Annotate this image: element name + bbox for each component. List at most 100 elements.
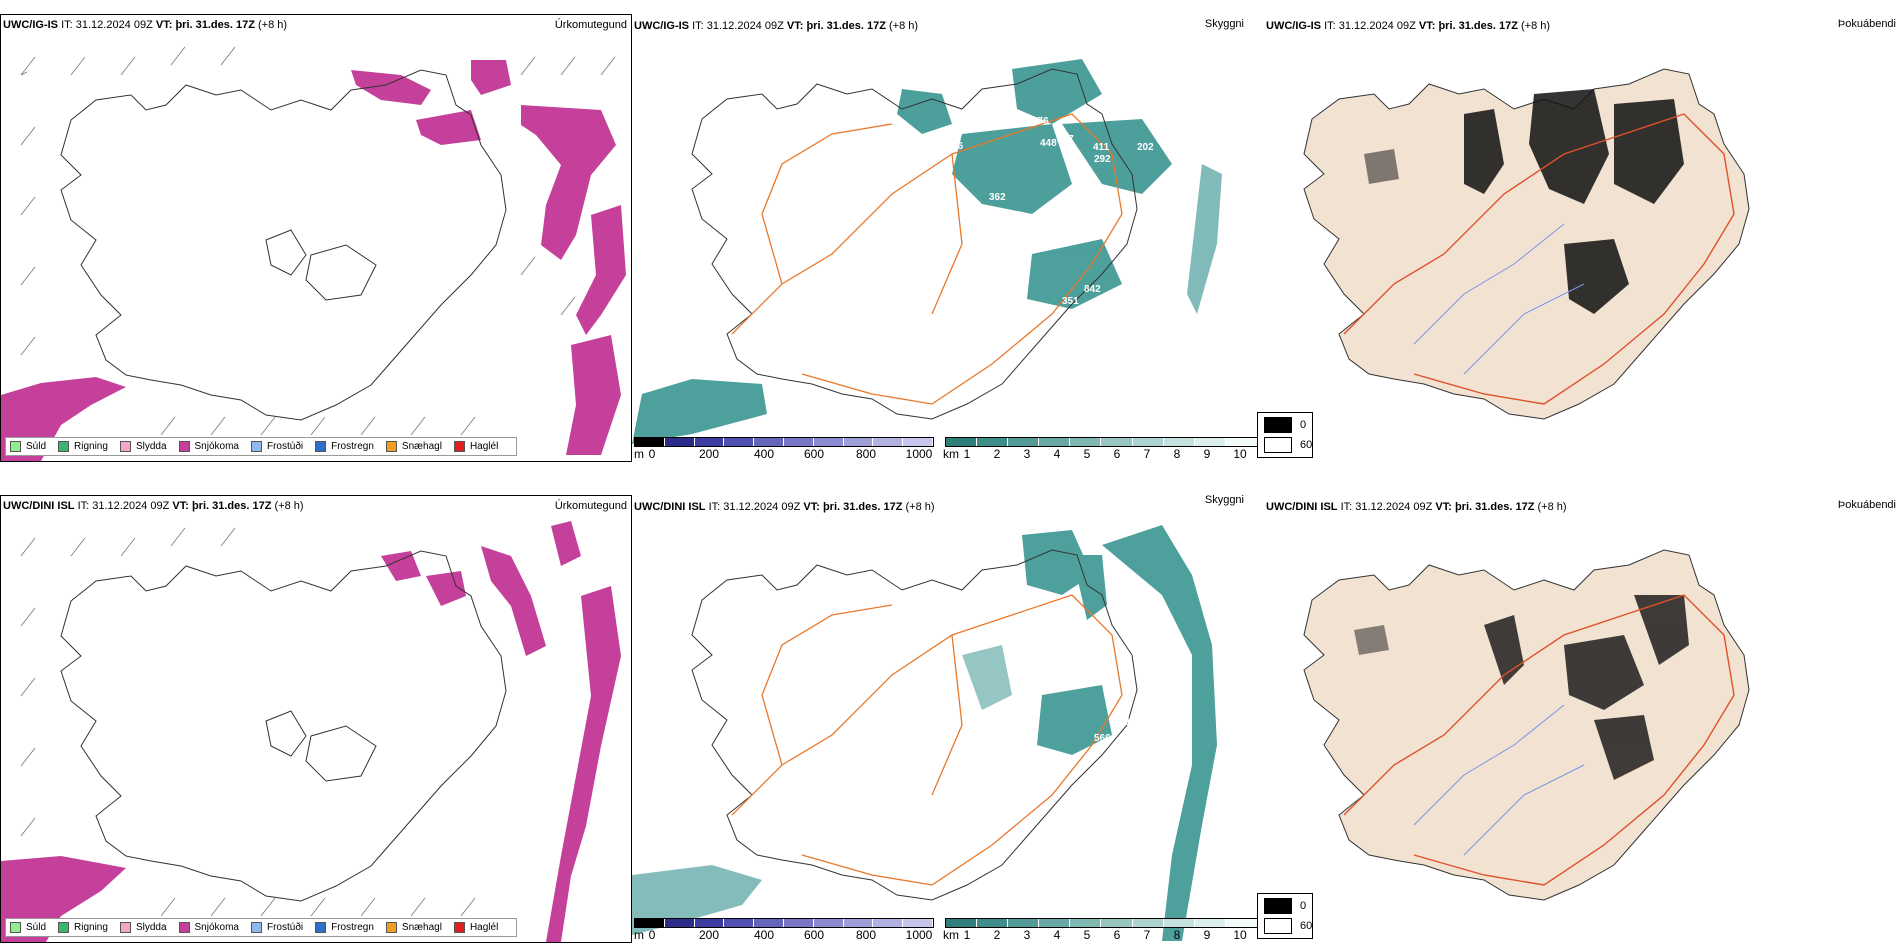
it-label: IT: [61, 19, 73, 31]
legend-item: Rigning [58, 441, 108, 452]
panel-title: Skyggni [1204, 18, 1244, 30]
iceland-outline [691, 549, 1138, 901]
colorbar-tick: 800 [855, 447, 877, 461]
roads [731, 594, 1123, 886]
vis-label: 470 [1116, 262, 1133, 273]
visibility-labels: 46 476 448 237 411 292 202 391 362 470 8… [952, 116, 1194, 307]
visibility-map-row2: 463 479 371 566 [632, 525, 1217, 941]
vt-label: VT: [155, 19, 173, 31]
vis-label: 476 [1032, 116, 1049, 127]
precip-type-panel-row2: UWC/DINI ISL IT: 31.12.2024 09Z VT: þri.… [0, 495, 632, 943]
vis-label: 371 [1114, 717, 1131, 728]
precip-type-panel-row1: UWC/IG-IS IT: 31.12.2024 09Z VT: þri. 31… [0, 14, 632, 462]
precip-legend: Súld Rigning Slydda Snjókoma Frostúði Fr… [5, 918, 518, 937]
low-visibility-area [632, 59, 1222, 444]
height-colorbar: m 0 200 400 600 800 1000 [634, 918, 934, 942]
colorbar-tick: 2 [993, 447, 1001, 461]
iceland-outline [691, 68, 1138, 420]
panel-title: Þokuábendi [1837, 499, 1896, 511]
vis-label: 391 [1177, 156, 1194, 167]
wind-barbs [20, 46, 616, 436]
vis-label: 202 [1137, 142, 1154, 153]
colorbar-tick: 7 [1143, 447, 1151, 461]
header-row2: UWC/DINI ISL IT: 31.12.2024 09Z VT: þri.… [3, 500, 304, 512]
legend-item: Frostúði [250, 441, 303, 452]
visibility-colorbar: km 1 2 3 4 5 6 7 8 9 10 [943, 918, 1258, 942]
fog-map-row2 [1303, 549, 1750, 901]
colorbar-tick: 1 [963, 447, 971, 461]
colorbar-tick: 200 [698, 447, 720, 461]
colorbar-tick: 400 [753, 447, 775, 461]
colorbar-tick: 3 [1023, 447, 1031, 461]
vis-label: 842 [1084, 284, 1101, 295]
colorbar-tick: 1000 [905, 447, 933, 461]
iceland-outline [60, 550, 507, 902]
header-row1-fog: UWC/IG-IS IT: 31.12.2024 09Z VT: þri. 31… [1266, 20, 1551, 32]
vis-label: 362 [989, 192, 1006, 203]
fog-areas [1354, 595, 1689, 780]
fog-panel-row2: Þokuábendi 0 60 [1257, 495, 1900, 943]
it-value: 31.12.2024 09Z [75, 19, 153, 31]
rivers [1413, 223, 1585, 375]
roads [1343, 113, 1735, 405]
colorbar-tick: 0 [648, 447, 656, 461]
iceland-land [1303, 549, 1750, 901]
visibility-map-row1: 46 476 448 237 411 292 202 391 362 470 8… [632, 59, 1222, 444]
height-colorbar: m 0 200 400 600 800 1000 [634, 437, 934, 461]
fog-map-row1 [1303, 68, 1750, 420]
legend-item: Frostregn [315, 441, 374, 452]
vis-label: 463 [1057, 605, 1074, 616]
panel-title: Úrkomutegund [554, 19, 627, 31]
lead-time: (+8 h) [258, 19, 288, 31]
visibility-panel-row2: 463 479 371 566 Skyggni m 0 200 400 600 … [632, 494, 1264, 943]
precip-map-row1 [1, 46, 626, 461]
colorbar-tick: 10 [1233, 447, 1247, 461]
legend-item: Snjókoma [178, 441, 239, 452]
visibility-panel-row1: 46 476 448 237 411 292 202 391 362 470 8… [632, 14, 1264, 462]
model-name: UWC/IG-IS [3, 19, 58, 31]
iceland-land [1303, 68, 1750, 420]
legend-item: Slydda [119, 441, 167, 452]
panel-title: Þokuábendi [1837, 18, 1896, 30]
header-row1-vis: UWC/IG-IS IT: 31.12.2024 09Z VT: þri. 31… [634, 20, 919, 32]
colorbar-tick: 6 [1113, 447, 1121, 461]
colorbar-unit: m [634, 447, 644, 461]
vis-label: 566 [1094, 733, 1111, 744]
fog-panel-row1: Þokuábendi 0 60 [1257, 14, 1900, 462]
visibility-colorbar: km 1 2 3 4 5 6 7 8 9 10 [943, 437, 1258, 461]
header-row2-vis: UWC/DINI ISL IT: 31.12.2024 09Z VT: þri.… [634, 501, 935, 513]
fog-legend: 0 60 [1257, 893, 1313, 939]
vis-label: 411 [1093, 142, 1110, 153]
panel-title: Úrkomutegund [554, 500, 627, 512]
fog-legend: 0 60 [1257, 412, 1313, 458]
vt-value: þri. 31.des. 17Z [175, 19, 255, 31]
visibility-labels: 463 479 371 566 [1057, 605, 1157, 744]
legend-item: Súld [10, 441, 46, 452]
header-row1: UWC/IG-IS IT: 31.12.2024 09Z VT: þri. 31… [3, 19, 287, 31]
legend-item: Haglél [453, 441, 498, 452]
colorbar-tick: 5 [1083, 447, 1091, 461]
colorbar-unit: km [943, 447, 959, 461]
vis-label: 479 [1140, 615, 1157, 626]
snow-area [1, 60, 626, 461]
vis-label: 237 [1057, 134, 1074, 145]
iceland-outline [60, 69, 507, 421]
panel-title: Skyggni [1204, 494, 1244, 506]
wind-barbs [20, 527, 476, 917]
low-visibility-area [632, 525, 1217, 941]
vis-label: 351 [1062, 296, 1079, 307]
colorbar-tick: 600 [803, 447, 825, 461]
colorbar-tick: 9 [1203, 447, 1211, 461]
precip-legend: Súld Rigning Slydda Snjókoma Frostúði Fr… [5, 437, 518, 456]
precip-map-row2 [1, 521, 621, 942]
fog-areas [1364, 89, 1684, 314]
legend-item: Snæhagl [385, 441, 442, 452]
colorbar-tick: 8 [1173, 447, 1181, 461]
rivers [1413, 704, 1585, 856]
vis-label: 46 [952, 141, 964, 152]
roads [731, 113, 1123, 405]
roads [1343, 594, 1735, 886]
vis-label: 448 [1040, 138, 1057, 149]
header-row2-fog: UWC/DINI ISL IT: 31.12.2024 09Z VT: þri.… [1266, 501, 1567, 513]
vis-label: 292 [1094, 154, 1111, 165]
